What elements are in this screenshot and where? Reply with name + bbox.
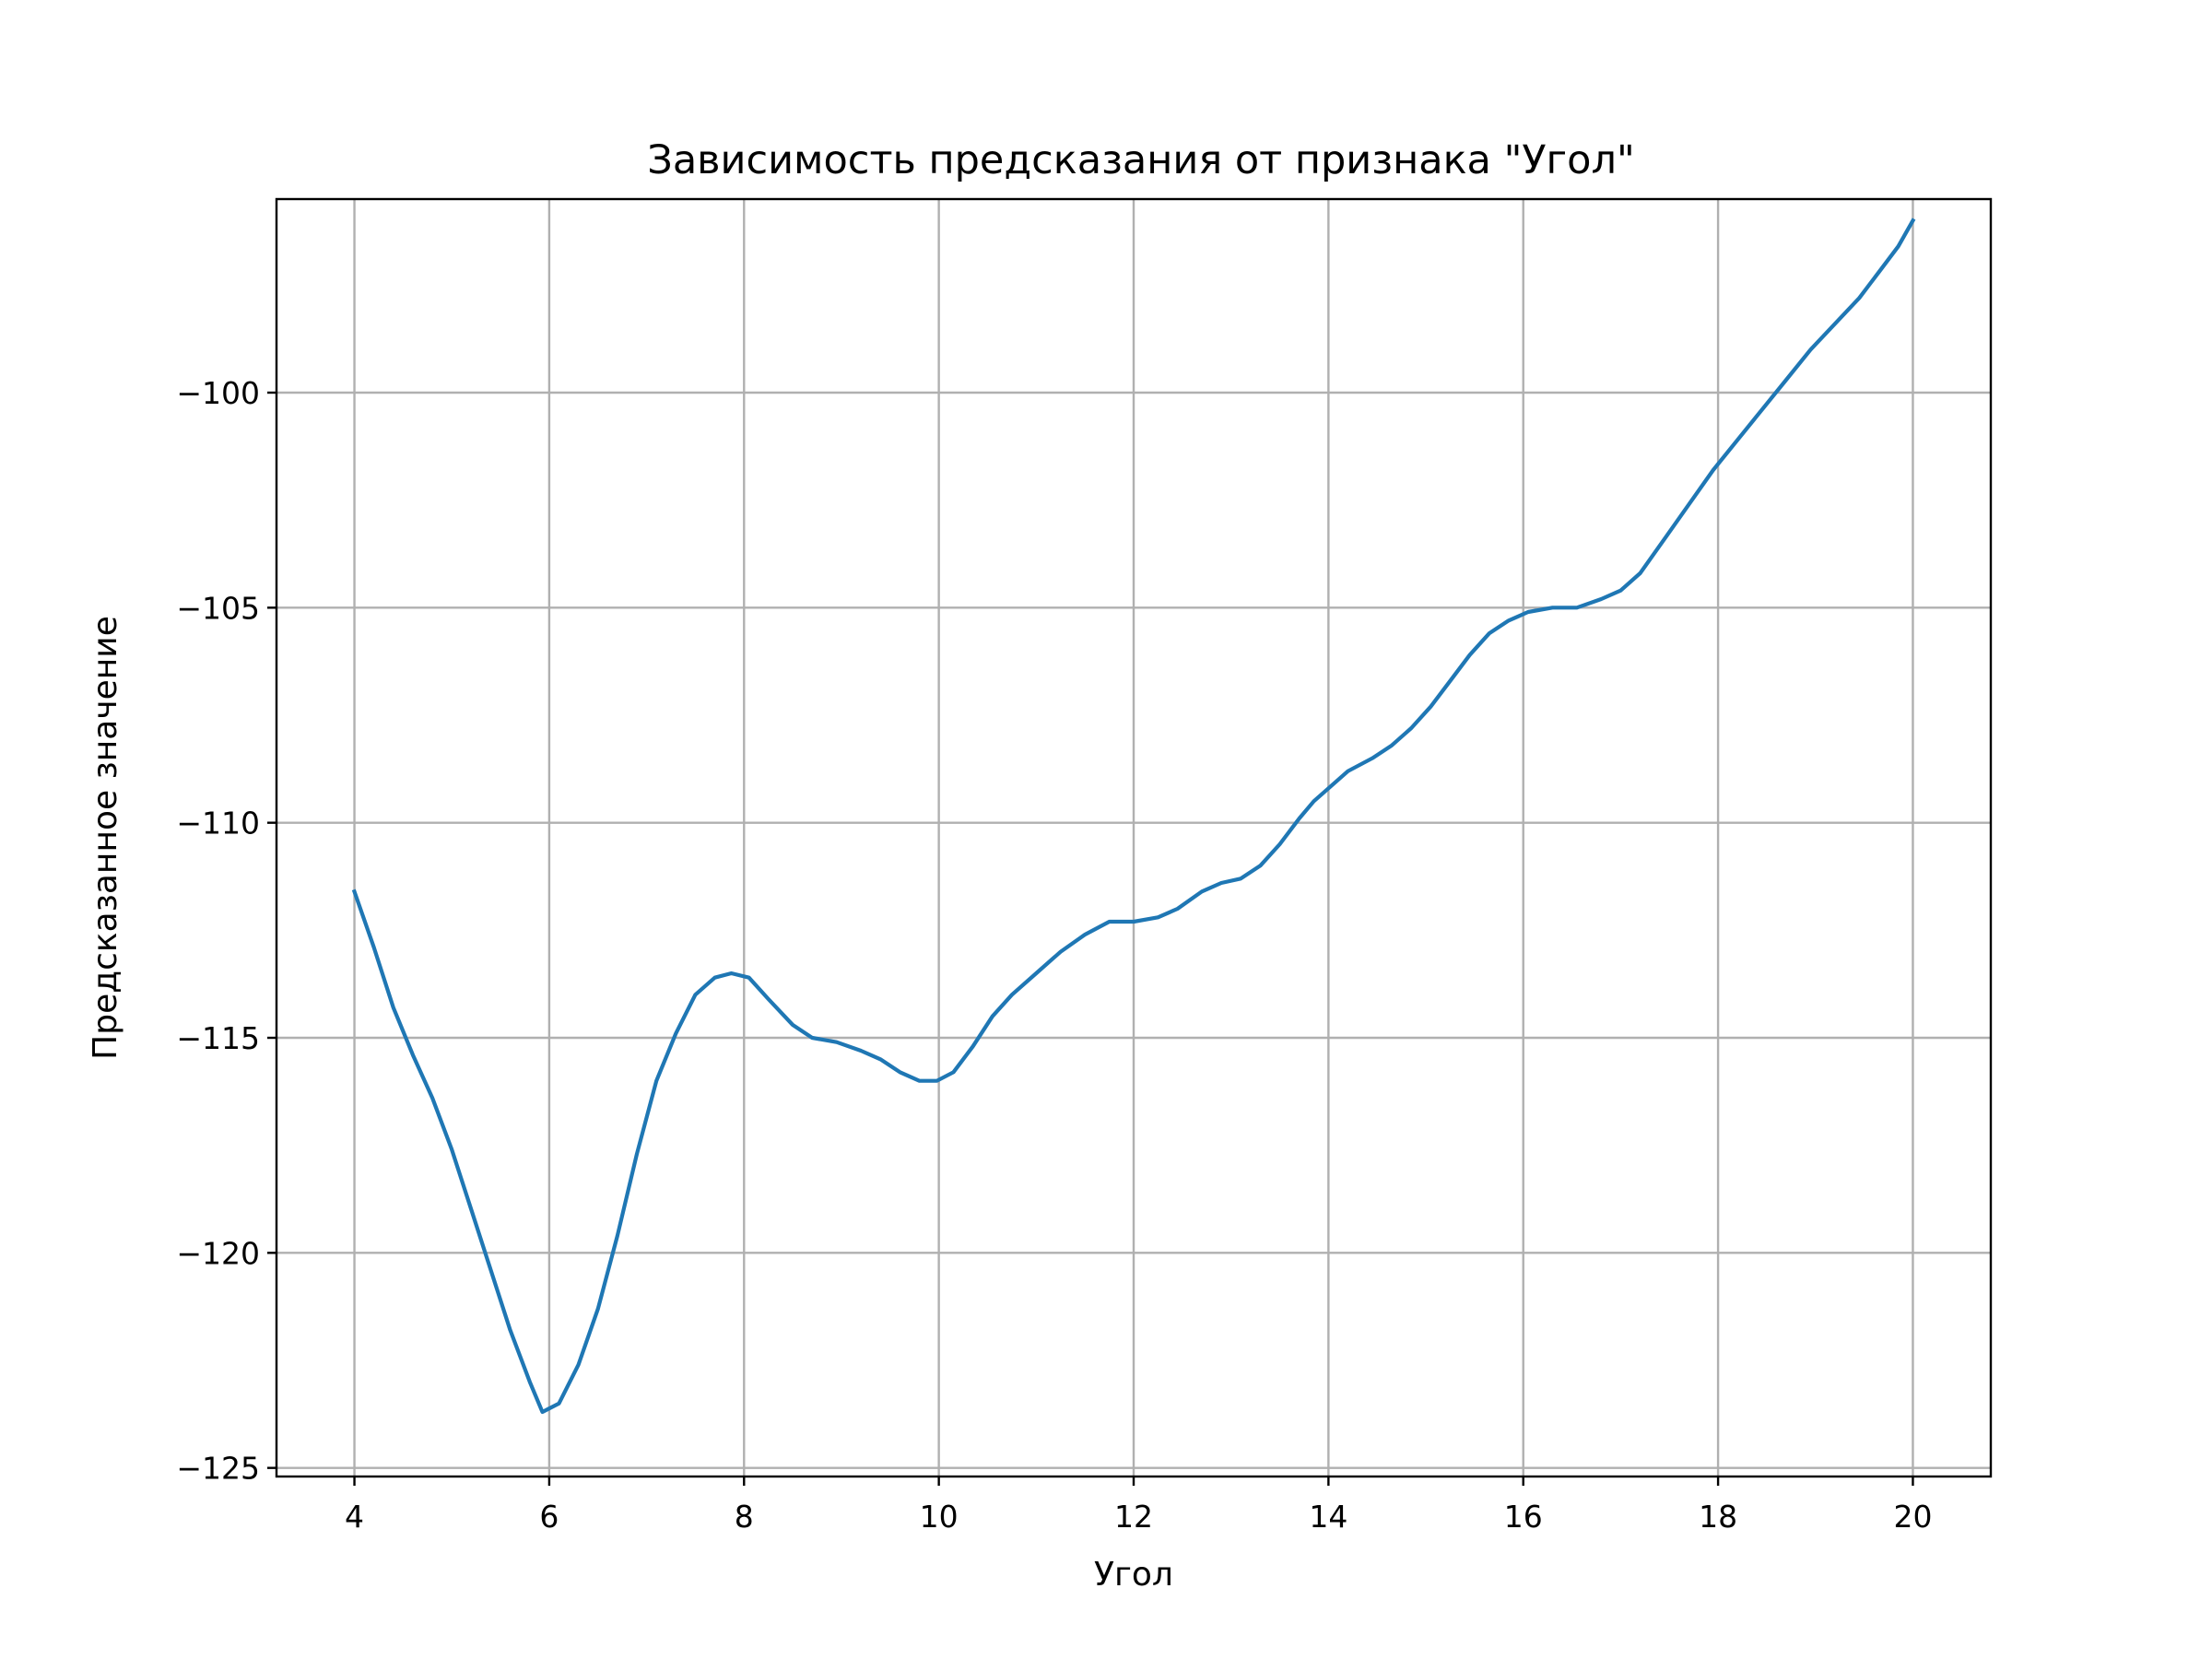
x-tick-label: 8: [735, 1499, 754, 1535]
y-axis-ticks: −100 −105 −110 −115 −120 −125: [176, 375, 276, 1487]
x-tick-label: 6: [539, 1499, 559, 1535]
x-tick-label: 20: [1893, 1499, 1932, 1535]
chart-title: Зависимость предсказания от признака "Уг…: [647, 137, 1634, 183]
y-axis-label: Предсказанное значение: [87, 616, 124, 1060]
x-axis-label: Угол: [1094, 1556, 1173, 1594]
y-tick-label: −100: [176, 375, 260, 411]
series-line: [351, 218, 1916, 1415]
x-axis-ticks: 4 6 8 10 12 14 16 18 20: [345, 1477, 1932, 1535]
x-tick-label: 10: [920, 1499, 959, 1535]
grid-lines: [276, 199, 1991, 1477]
x-tick-label: 12: [1114, 1499, 1153, 1535]
y-tick-label: −105: [176, 590, 260, 626]
y-tick-label: −115: [176, 1020, 260, 1056]
x-tick-label: 14: [1309, 1499, 1347, 1535]
series-lines: [351, 218, 1916, 1415]
x-tick-label: 18: [1699, 1499, 1737, 1535]
x-tick-label: 4: [345, 1499, 364, 1535]
y-tick-label: −110: [176, 806, 260, 841]
plot-area-frame: [275, 197, 1993, 1478]
y-tick-label: −125: [176, 1451, 260, 1487]
y-tick-label: −120: [176, 1235, 260, 1271]
x-tick-label: 16: [1504, 1499, 1543, 1535]
